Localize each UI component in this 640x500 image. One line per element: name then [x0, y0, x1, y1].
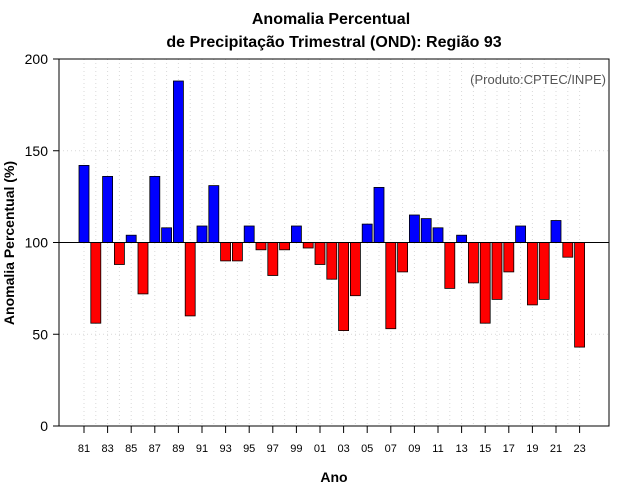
bar-97	[267, 242, 279, 276]
x-tick-label: 17	[503, 443, 515, 455]
bar-08	[397, 242, 409, 273]
bar-90	[184, 242, 196, 317]
y-axis-label: Anomalia Percentual (%)	[1, 161, 17, 325]
bar-07	[385, 242, 397, 330]
bar-17	[503, 242, 515, 273]
bar-88	[161, 227, 173, 243]
bar-94	[231, 242, 243, 262]
bar-84	[114, 242, 125, 265]
y-tick-label: 50	[32, 326, 48, 342]
y-tick-label: 150	[25, 143, 49, 159]
bar-15	[479, 242, 491, 324]
bar-85	[125, 234, 137, 243]
x-tick-label: 97	[267, 443, 279, 455]
x-tick-label: 91	[196, 443, 208, 455]
bar-14	[467, 242, 479, 284]
bar-16	[491, 242, 503, 300]
x-tick-label: 85	[125, 443, 137, 455]
bar-93	[220, 242, 232, 262]
x-tick-label: 21	[550, 443, 562, 455]
bar-21	[550, 220, 562, 243]
y-axis: 0 50 100 150 200	[25, 51, 59, 434]
x-axis: 81 83 85 87 89 91 93 95 97 99 01 03 05 07 09 11 13 15 17 19…	[78, 426, 586, 455]
x-tick-label: 99	[290, 443, 302, 455]
bar-10	[420, 218, 432, 243]
x-tick-label: 15	[479, 443, 491, 455]
bar-01	[314, 242, 326, 265]
x-tick-label: 05	[361, 443, 373, 455]
bar-02	[326, 242, 338, 280]
bar-91	[196, 225, 208, 243]
x-tick-label: 13	[455, 443, 467, 455]
bar-87	[149, 175, 161, 243]
y-tick-label: 100	[25, 235, 49, 251]
x-tick-label: 95	[243, 443, 255, 455]
bar-13	[456, 234, 468, 243]
bar-20	[538, 242, 550, 300]
bar-22	[562, 242, 574, 258]
product-annotation: (Produto:CPTEC/INPE)	[470, 72, 606, 87]
bar-89	[172, 80, 184, 243]
bar-96	[255, 242, 267, 251]
bar-98	[279, 242, 291, 251]
bar-19	[527, 242, 538, 306]
bar-03	[338, 242, 350, 331]
x-tick-label: 23	[573, 443, 585, 455]
bar-04	[349, 242, 361, 297]
bar-05	[361, 223, 373, 243]
bar-11	[432, 227, 444, 243]
bar-09	[408, 214, 420, 243]
bar-83	[102, 175, 113, 243]
bar-12	[444, 242, 456, 289]
bar-95	[243, 225, 255, 243]
y-tick-label: 200	[25, 51, 49, 67]
bar-06	[373, 186, 385, 243]
bar-82	[90, 242, 102, 324]
bar-92	[208, 185, 220, 243]
x-tick-label: 93	[219, 443, 231, 455]
bar-81	[78, 164, 90, 243]
bar-99	[290, 225, 302, 243]
x-tick-label: 09	[408, 443, 420, 455]
bar-86	[137, 242, 149, 295]
chart-subtitle: de Precipitação Trimestral (OND): Região…	[166, 34, 501, 51]
bar-23	[574, 242, 585, 348]
chart-title: Anomalia Percentual	[252, 11, 410, 28]
x-tick-label: 19	[526, 443, 538, 455]
y-tick-label: 0	[40, 418, 48, 434]
x-tick-label: 01	[314, 443, 326, 455]
x-tick-label: 03	[337, 443, 349, 455]
x-axis-label: Ano	[320, 469, 347, 485]
x-tick-label: 87	[149, 443, 161, 455]
x-tick-label: 83	[101, 443, 113, 455]
x-tick-label: 07	[385, 443, 397, 455]
x-tick-label: 11	[432, 443, 443, 455]
x-tick-label: 81	[78, 443, 90, 455]
bar-18	[515, 225, 526, 243]
bar-00	[302, 242, 314, 249]
x-tick-label: 89	[172, 443, 184, 455]
